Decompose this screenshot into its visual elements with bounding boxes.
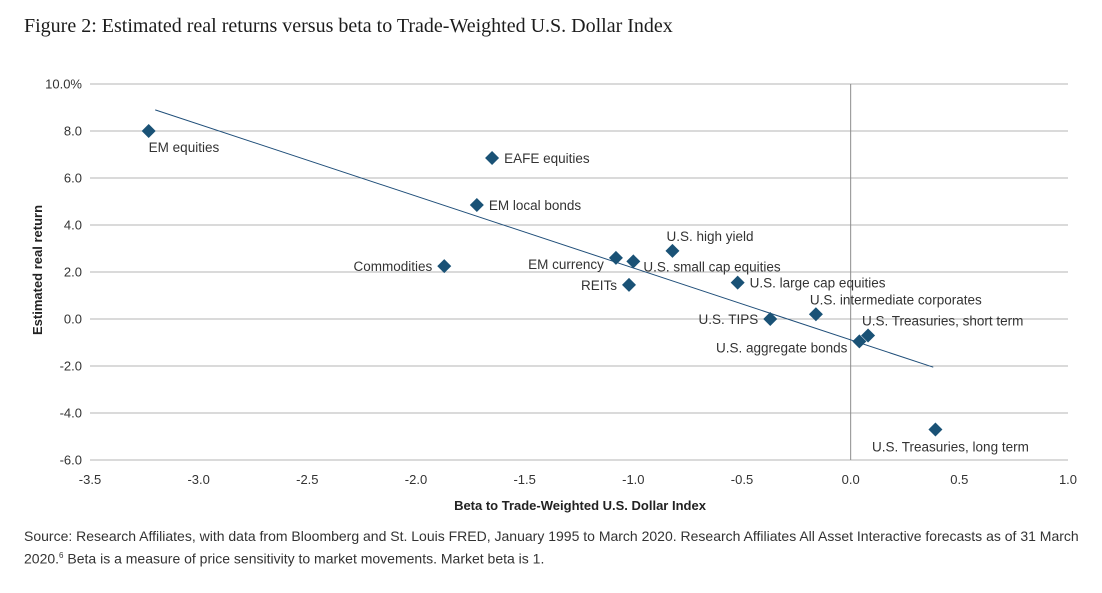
y-tick-label: 2.0 [64, 265, 82, 280]
data-point-label: U.S. Treasuries, short term [862, 313, 1023, 328]
x-tick-label: -2.0 [405, 472, 427, 487]
y-tick-label: 10.0% [45, 77, 82, 92]
data-point-label: U.S. small cap equities [643, 259, 781, 274]
data-point-marker [928, 422, 943, 437]
data-point-label: U.S. intermediate corporates [810, 292, 982, 307]
x-tick-label: -2.5 [296, 472, 318, 487]
y-tick-label: -4.0 [60, 406, 82, 421]
y-tick-label: -6.0 [60, 453, 82, 468]
x-tick-label: 0.5 [950, 472, 968, 487]
x-tick-label: 0.0 [842, 472, 860, 487]
y-tick-label: 6.0 [64, 171, 82, 186]
data-point-marker [730, 275, 745, 290]
data-point-marker [626, 254, 641, 269]
data-point-marker [141, 124, 156, 138]
data-point-label: EM equities [149, 140, 220, 155]
data-point-marker [485, 151, 500, 166]
source-footnote-mark: 6 [59, 551, 64, 560]
data-point-label: Commodities [353, 259, 432, 274]
point-labels: EM equities EAFE equities EM local bonds Co… [149, 140, 1029, 454]
data-point-label: REITs [581, 278, 617, 293]
data-point-marker [665, 243, 680, 258]
y-tick-label: 4.0 [64, 218, 82, 233]
trendline-layer [155, 109, 934, 368]
scatter-chart: 10.0% 8.0 6.0 4.0 2.0 0.0 -2.0 -4.0 -6.0 -3.5 -3.0… [30, 77, 1077, 514]
y-axis-title: Estimated real return [30, 205, 45, 335]
x-tick-label: -1.0 [622, 472, 644, 487]
data-point-marker [763, 312, 778, 326]
source-note: Source: Research Affiliates, with data f… [24, 527, 1089, 569]
y-tick-label: -2.0 [60, 359, 82, 374]
data-point-label: EM currency [528, 257, 604, 272]
data-point-marker [808, 307, 823, 322]
data-point-marker [469, 198, 484, 213]
data-point-label: EAFE equities [504, 151, 590, 166]
data-point-label: U.S. aggregate bonds [716, 340, 848, 355]
source-text: Source: Research Affiliates, with data f… [24, 528, 1079, 567]
x-tick-label: -3.5 [79, 472, 101, 487]
trendline [155, 109, 934, 368]
figure-title: Figure 2: Estimated real returns versus … [24, 15, 673, 37]
data-point-label: U.S. high yield [666, 229, 753, 244]
grid-lines [90, 83, 1068, 461]
axes: 10.0% 8.0 6.0 4.0 2.0 0.0 -2.0 -4.0 -6.0 -3.5 -3.0… [45, 77, 1077, 488]
y-tick-label: 8.0 [64, 124, 82, 139]
x-tick-label: -1.5 [513, 472, 535, 487]
data-point-marker [621, 277, 636, 292]
data-points [141, 124, 943, 437]
data-point-label: U.S. Treasuries, long term [872, 439, 1029, 454]
data-point-label: U.S. TIPS [698, 312, 758, 327]
x-axis-title: Beta to Trade-Weighted U.S. Dollar Index [454, 498, 707, 513]
data-point-label: EM local bonds [489, 198, 582, 213]
x-tick-label: -3.0 [187, 472, 209, 487]
y-tick-label: 0.0 [64, 312, 82, 327]
x-tick-label: 1.0 [1059, 472, 1077, 487]
source-text-2: Beta is a measure of price sensitivity t… [63, 550, 545, 567]
data-point-marker [437, 259, 452, 274]
data-point-label: U.S. large cap equities [750, 276, 886, 291]
data-point-marker [852, 334, 867, 349]
x-tick-label: -0.5 [731, 472, 753, 487]
data-point-marker [608, 250, 623, 265]
data-point-marker [861, 328, 876, 343]
